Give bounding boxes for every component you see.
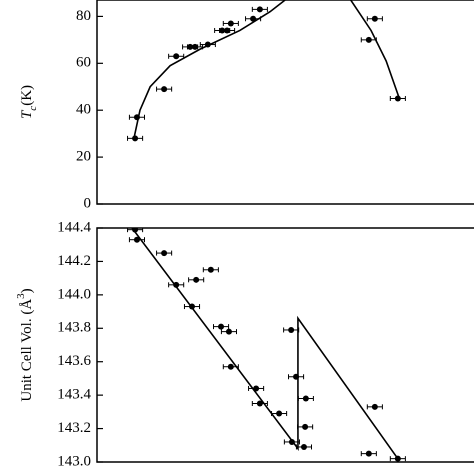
plot-area [127,228,406,462]
data-point [161,250,168,257]
y-tick-label: 143.2 [57,420,91,436]
data-point [218,323,225,330]
plot-frame [96,0,474,205]
data-point [207,266,214,273]
fit-line [133,0,401,139]
plot-frame [96,227,474,463]
y-tick-label: 0 [84,195,92,211]
data-point [302,423,309,430]
data-point [288,326,295,333]
data-point [365,36,372,43]
y-tick-label: 60 [76,55,91,71]
data-point [227,20,234,27]
y-axis-label: Unit Cell Vol. (Å3) [15,288,36,401]
label-rest: ) [19,288,35,293]
data-point [276,410,283,417]
data-point [256,400,263,407]
data-point [161,86,168,93]
data-point [302,395,309,402]
y-tick-label: 143.4 [57,387,91,403]
label-main: T [19,109,35,119]
y-tick-label: 143.0 [57,453,91,469]
y-tick-label: 143.8 [57,320,91,336]
data-point [365,450,372,457]
fit-line [131,228,399,460]
data-point [192,43,199,50]
data-point [250,15,257,22]
data-point [133,236,140,243]
label-main: Unit Cell Vol. (Å [19,299,35,402]
label-sub: c [27,106,39,111]
data-point [225,328,232,335]
data-point [224,27,231,34]
plot-area [127,0,406,142]
y-axis-label: Tc(K) [19,85,38,119]
y-tick-label: 20 [76,149,91,165]
data-point [256,6,263,13]
data-point [300,443,307,450]
data-point [227,363,234,370]
data-point [193,276,200,283]
data-point [173,53,180,60]
y-tick-label: 40 [76,102,91,118]
y-tick-label: 143.6 [57,353,91,369]
y-tick-label: 144.4 [57,219,91,235]
y-tick-label: 144.0 [57,286,91,302]
data-point [371,15,378,22]
data-point [173,281,180,288]
data-point [371,403,378,410]
y-tick-label: 80 [76,8,91,24]
label-rest: (K) [19,85,35,106]
y-tick-label: 144.2 [57,253,91,269]
label-sup: 3 [15,293,27,299]
